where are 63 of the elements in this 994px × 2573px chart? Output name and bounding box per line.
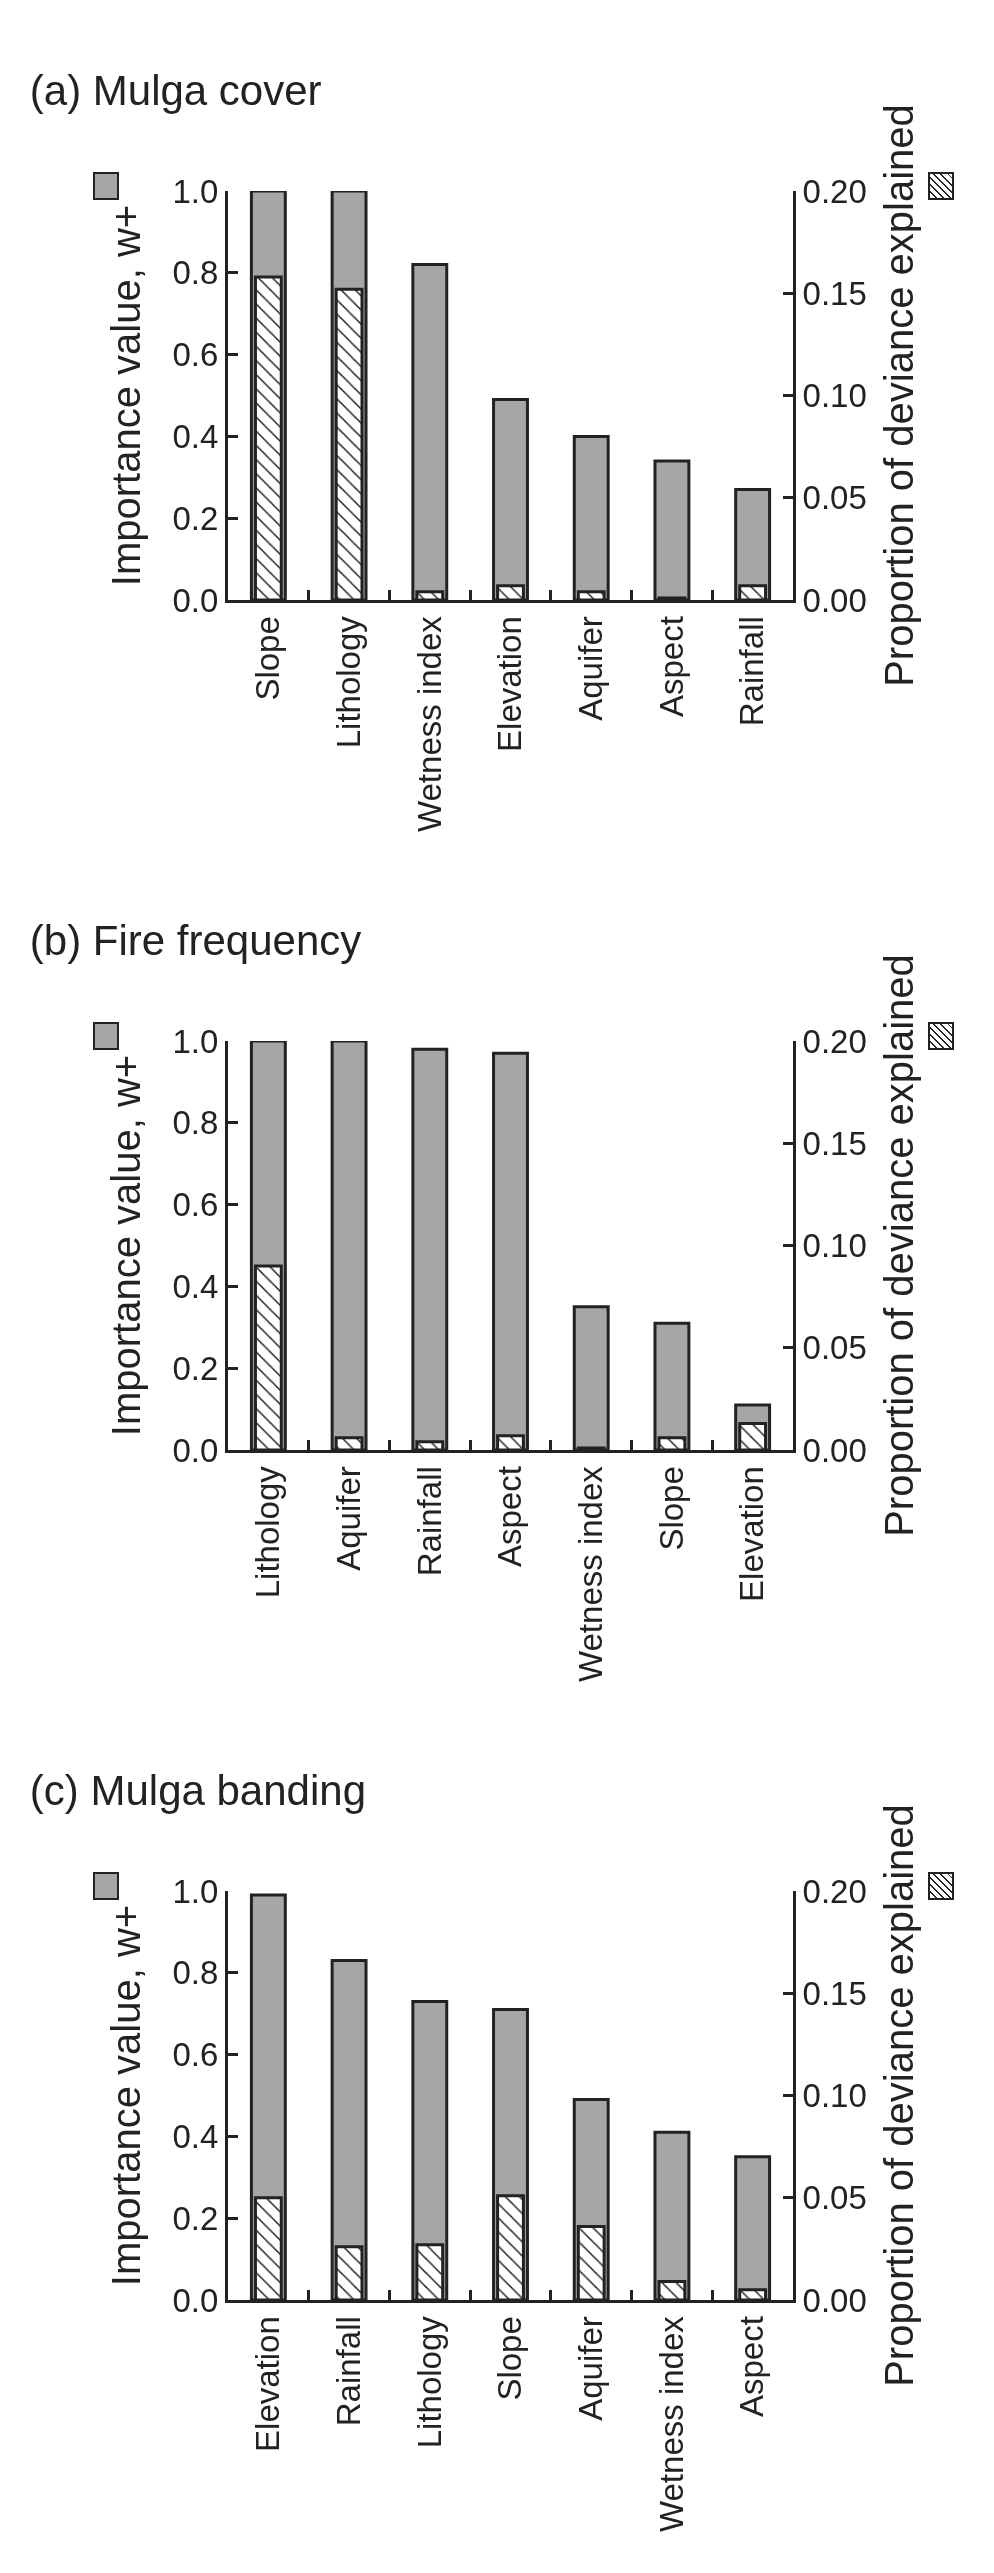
x-tick-label: Aquifer bbox=[571, 2316, 609, 2421]
y2-tick-label: 0.20 bbox=[802, 172, 867, 210]
chart-title: (c) Mulga banding bbox=[29, 1766, 367, 1814]
x-tick-label: Aspect bbox=[652, 616, 690, 718]
x-tick-label: Aspect bbox=[733, 2316, 771, 2418]
y2-tick-label: 0.05 bbox=[802, 2179, 867, 2217]
x-tick-label: Lithology bbox=[329, 615, 367, 749]
y-tick-label: 0.2 bbox=[172, 2199, 219, 2237]
y-tick-label: 0.8 bbox=[172, 254, 219, 292]
chart-title: (a) Mulga cover bbox=[29, 66, 322, 114]
x-tick-label: Elevation bbox=[249, 2316, 287, 2452]
y-tick-label: 0.8 bbox=[172, 1104, 219, 1142]
y2-tick-label: 0.00 bbox=[802, 1431, 867, 1469]
y2-tick-label: 0.15 bbox=[802, 274, 867, 312]
y-axis-title: Importance value, w+ bbox=[104, 1054, 149, 1437]
y-tick-label: 0.4 bbox=[172, 417, 219, 455]
x-tick-label: Wetness index bbox=[571, 1465, 609, 1683]
y2-tick-label: 0.20 bbox=[802, 1022, 867, 1060]
y2-axis-title: Proportion of deviance explained bbox=[877, 1804, 922, 2387]
y-axis-title: Importance value, w+ bbox=[104, 204, 149, 587]
x-tick-label: Aquifer bbox=[571, 616, 609, 721]
x-tick-label: Rainfall bbox=[733, 616, 771, 727]
y2-tick-label: 0.00 bbox=[802, 2281, 867, 2319]
x-tick-label: Wetness index bbox=[652, 2315, 690, 2533]
y2-axis-title: Proportion of deviance explained bbox=[877, 954, 922, 1537]
x-tick-label: Rainfall bbox=[410, 1466, 448, 1577]
y-tick-label: 1.0 bbox=[172, 1022, 219, 1060]
y-tick-label: 0.6 bbox=[172, 2036, 219, 2074]
y-tick-label: 0.2 bbox=[172, 499, 219, 537]
y-tick-label: 0.8 bbox=[172, 1954, 219, 1992]
y2-tick-label: 0.10 bbox=[802, 1227, 867, 1265]
y-tick-label: 0.4 bbox=[172, 1267, 219, 1305]
y2-tick-label: 0.10 bbox=[802, 377, 867, 415]
y2-axis-title: Proportion of deviance explained bbox=[877, 104, 922, 687]
y2-tick-label: 0.15 bbox=[802, 1124, 867, 1162]
y2-tick-label: 0.15 bbox=[802, 1974, 867, 2012]
y2-tick-label: 0.00 bbox=[802, 581, 867, 619]
y2-tick-label: 0.05 bbox=[802, 1329, 867, 1367]
x-tick-label: Elevation bbox=[733, 1466, 771, 1602]
y-tick-label: 1.0 bbox=[172, 1872, 219, 1910]
y-tick-label: 1.0 bbox=[172, 172, 219, 210]
y-tick-label: 0.6 bbox=[172, 1186, 219, 1224]
y2-tick-label: 0.20 bbox=[802, 1872, 867, 1910]
x-tick-label: Aspect bbox=[491, 1466, 529, 1568]
y-tick-label: 0.0 bbox=[172, 581, 219, 619]
x-tick-label: Lithology bbox=[249, 1465, 287, 1599]
y-tick-label: 0.4 bbox=[172, 2117, 219, 2155]
x-tick-label: Rainfall bbox=[329, 2316, 367, 2427]
x-tick-label: Lithology bbox=[410, 2315, 448, 2449]
x-tick-label: Elevation bbox=[491, 616, 529, 752]
y-tick-label: 0.0 bbox=[172, 1431, 219, 1469]
x-tick-label: Wetness index bbox=[410, 615, 448, 833]
y-tick-label: 0.6 bbox=[172, 336, 219, 374]
y-axis-title: Importance value, w+ bbox=[104, 1904, 149, 2287]
y2-tick-label: 0.05 bbox=[802, 479, 867, 517]
x-tick-label: Slope bbox=[491, 2316, 529, 2401]
chart-title: (b) Fire frequency bbox=[29, 916, 362, 964]
y2-tick-label: 0.10 bbox=[802, 2077, 867, 2115]
x-tick-label: Slope bbox=[249, 616, 287, 701]
x-tick-label: Slope bbox=[652, 1466, 690, 1551]
y-tick-label: 0.0 bbox=[172, 2281, 219, 2319]
y-tick-label: 0.2 bbox=[172, 1349, 219, 1387]
x-tick-label: Aquifer bbox=[329, 1466, 367, 1571]
